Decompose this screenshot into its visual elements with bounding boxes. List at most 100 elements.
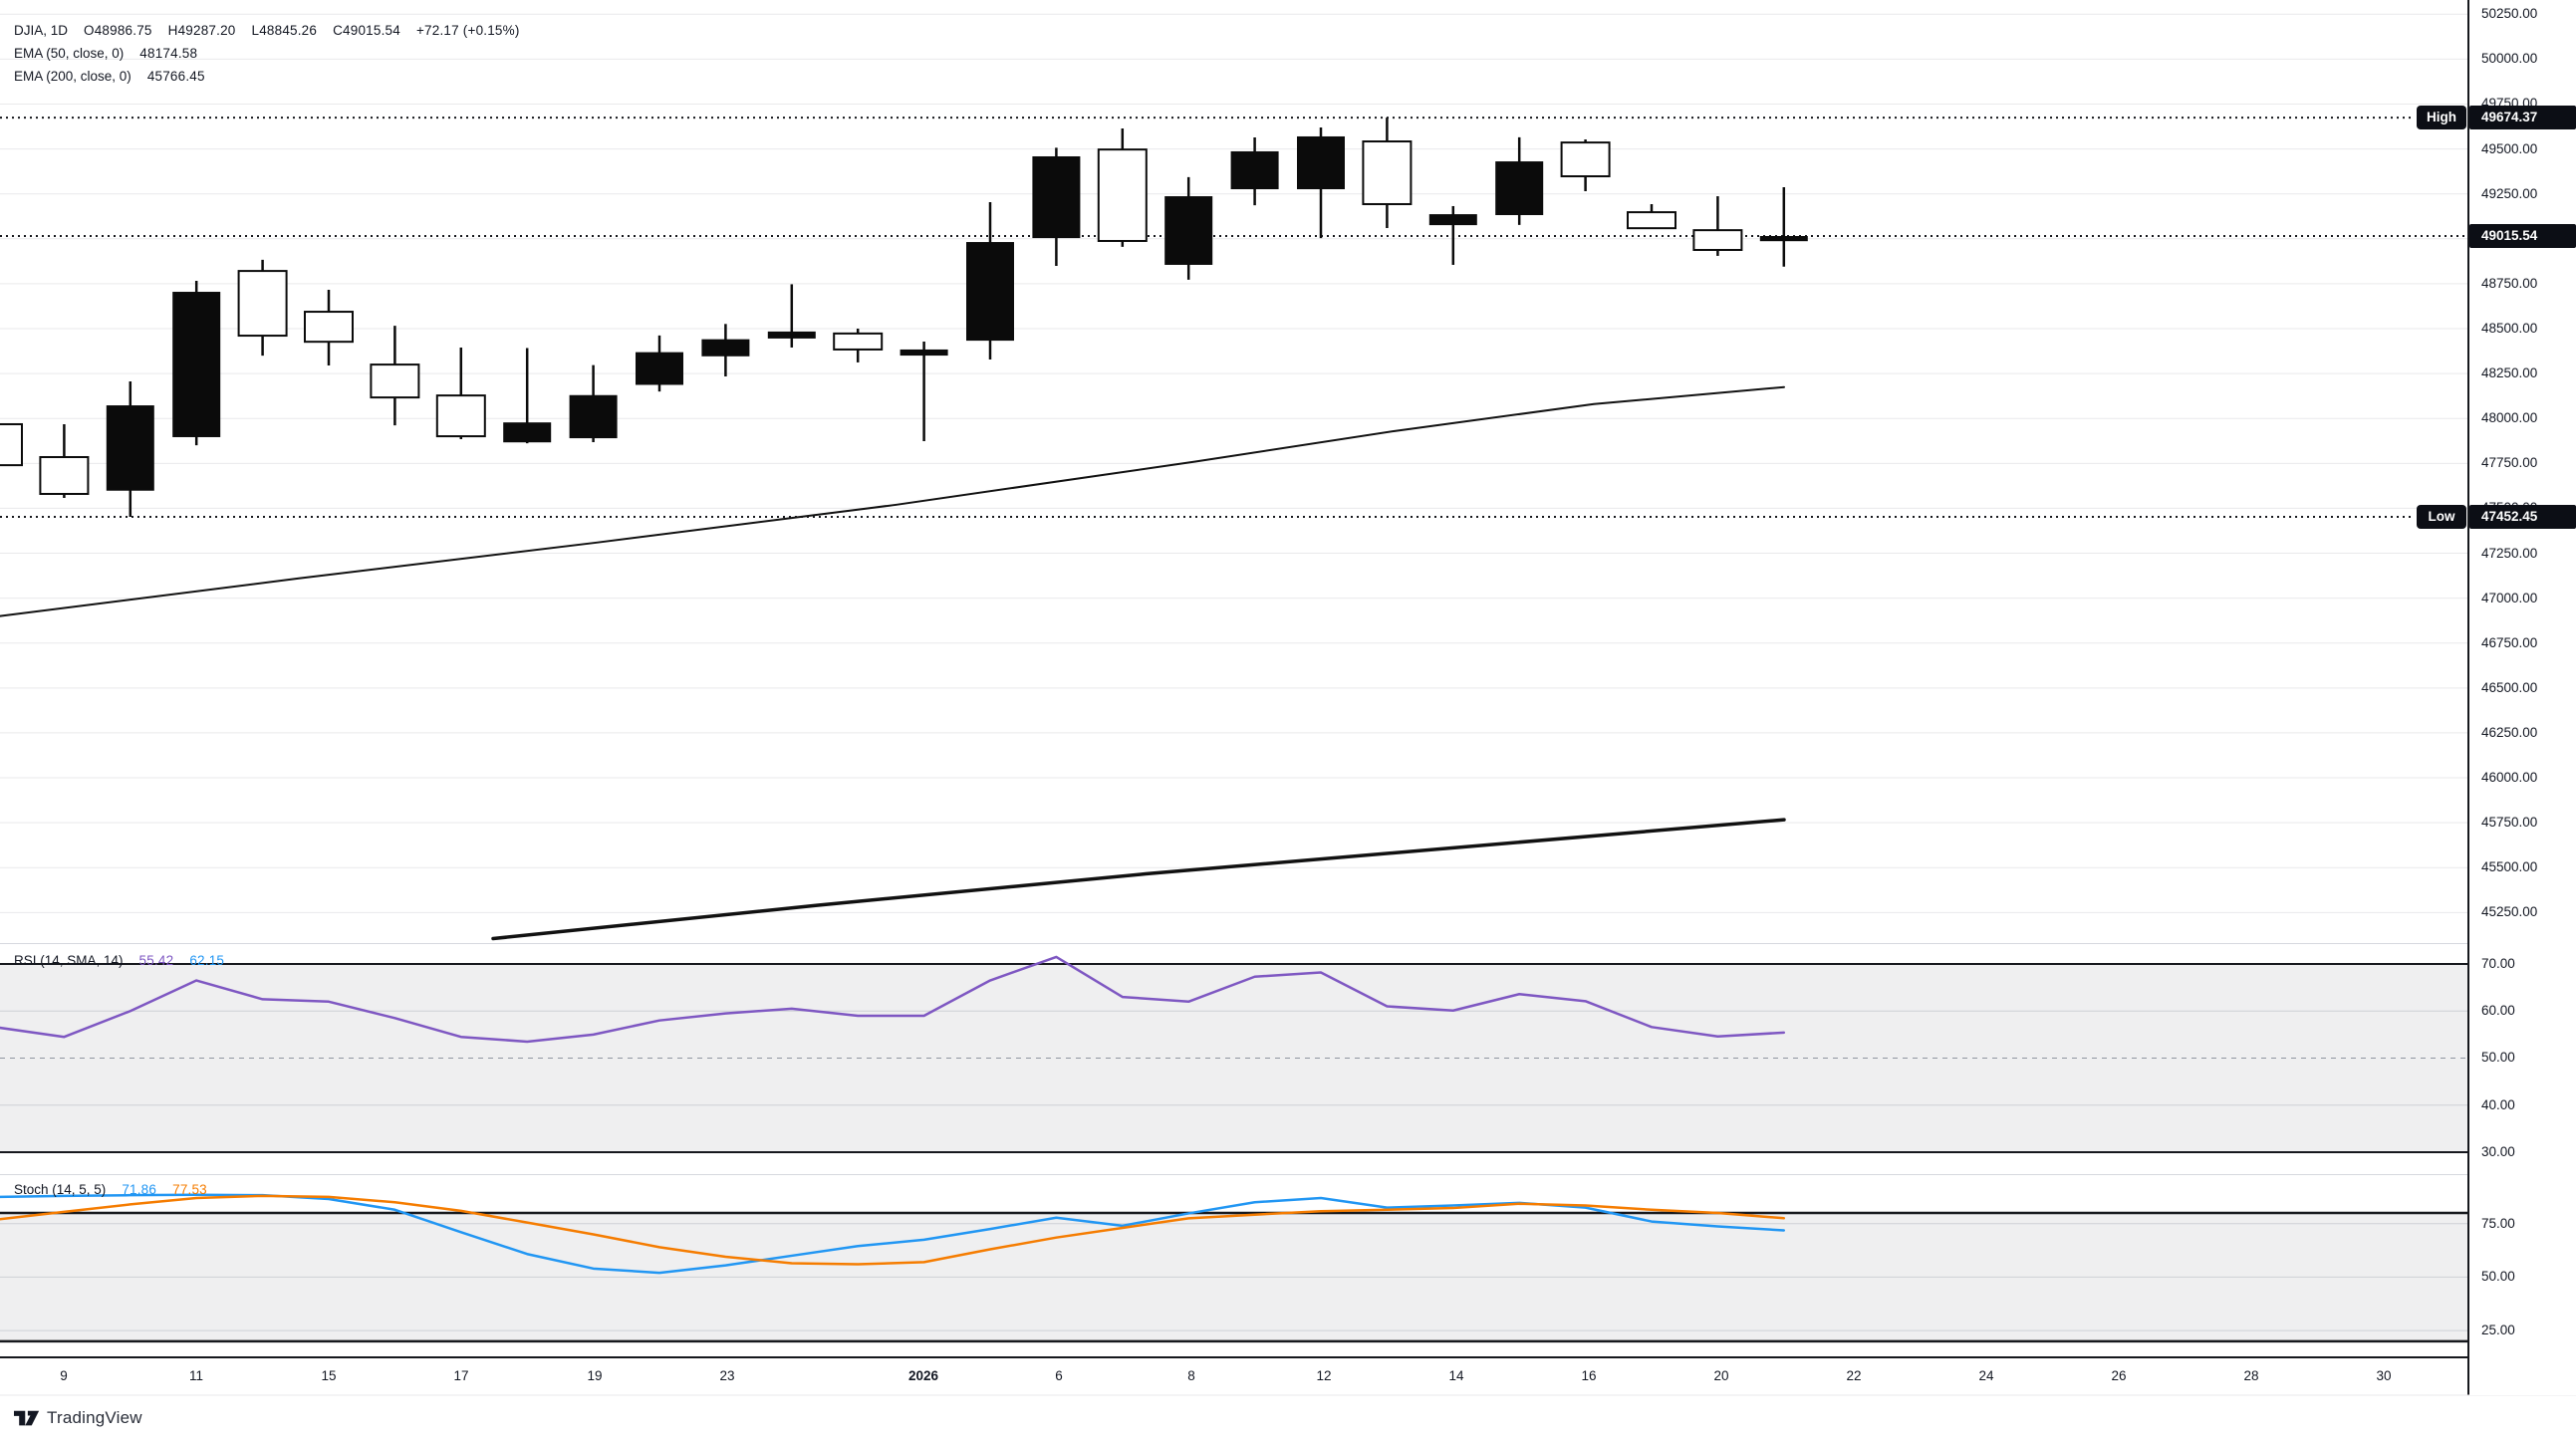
time-tick-label: 30 — [2376, 1368, 2392, 1383]
price-tick-label: 45750.00 — [2481, 815, 2538, 831]
symbol-title[interactable]: DJIA, 1D — [14, 23, 69, 38]
candle-body-up — [1032, 155, 1081, 239]
candle-body-up — [636, 352, 683, 385]
candle-body-down — [237, 270, 288, 338]
rsi-tick-label: 30.00 — [2481, 1143, 2515, 1159]
price-tick-label: 45250.00 — [2481, 904, 2538, 920]
stoch-d-value: 77.53 — [172, 1182, 207, 1197]
time-tick-label: 2026 — [907, 1368, 939, 1383]
stoch-legend-row[interactable]: Stoch (14, 5, 5) 71.86 77.53 — [14, 1182, 207, 1198]
ema200-label[interactable]: EMA (200, close, 0) — [14, 69, 131, 84]
time-axis[interactable]: 9 11 15 17 19 23 2026 6 8 12 14 16 20 22 24 26 28 30 — [0, 1357, 2468, 1395]
candle-body-up — [701, 339, 750, 357]
candle-body-down — [1097, 148, 1148, 242]
price-tick-label: 48750.00 — [2481, 275, 2538, 291]
ohlc-close: C49015.54 — [333, 23, 400, 38]
candle-body-up — [1495, 161, 1544, 215]
candle-body-up — [569, 394, 618, 439]
time-tick-label: 20 — [1713, 1368, 1729, 1383]
price-tick-label: 49250.00 — [2481, 185, 2538, 201]
price-tick-label: 47750.00 — [2481, 455, 2538, 471]
change-value: +72.17 (+0.15%) — [415, 23, 520, 38]
time-tick-label: 22 — [1846, 1368, 1862, 1383]
low-label-badge: Low — [2417, 504, 2466, 529]
time-tick-label: 19 — [587, 1368, 603, 1383]
candle-body-up — [1759, 236, 1808, 242]
price-tick-label: 46750.00 — [2481, 634, 2538, 650]
time-tick-label: 9 — [60, 1368, 68, 1383]
last-price-badge: 49015.54 — [2469, 224, 2576, 248]
stoch-tick-label: 50.00 — [2481, 1269, 2515, 1285]
candle-body-up — [503, 422, 552, 443]
rsi-tick-label: 40.00 — [2481, 1096, 2515, 1112]
price-tick-label: 45500.00 — [2481, 859, 2538, 875]
rsi-tick-label: 70.00 — [2481, 956, 2515, 971]
rsi-legend-row[interactable]: RSI (14, SMA, 14) 55.42 62.15 — [14, 953, 224, 969]
price-tick-label: 47000.00 — [2481, 590, 2538, 605]
price-tick-label: 48500.00 — [2481, 321, 2538, 336]
time-tick-label: 16 — [1581, 1368, 1597, 1383]
time-tick-label: 23 — [719, 1368, 735, 1383]
ema50-line — [0, 385, 1785, 617]
price-tick-label: 46250.00 — [2481, 724, 2538, 740]
ema200-line — [491, 818, 1786, 941]
ema50-value: 48174.58 — [139, 46, 198, 61]
price-tick-label: 50250.00 — [2481, 6, 2538, 22]
candle-body-up — [900, 349, 948, 357]
price-axis[interactable]: 50250.00 50000.00 49750.00 49500.00 49250.00… — [2469, 0, 2576, 1395]
rsi-line — [0, 955, 1786, 1044]
time-tick-label: 28 — [2243, 1368, 2259, 1383]
candle-body-up — [966, 242, 1014, 342]
stoch-d-line — [0, 1194, 1786, 1266]
ema200-legend-row[interactable]: EMA (200, close, 0) 45766.45 — [14, 69, 205, 85]
stoch-label[interactable]: Stoch (14, 5, 5) — [14, 1182, 107, 1197]
rsi-ma-value: 62.15 — [189, 953, 225, 968]
symbol-legend-row[interactable]: DJIA, 1D O48986.75 H49287.20 L48845.26 C… — [14, 23, 520, 39]
stoch-tick-label: 25.00 — [2481, 1322, 2515, 1338]
tradingview-logo[interactable]: TradingView — [14, 1408, 142, 1428]
rsi-tick-label: 50.00 — [2481, 1050, 2515, 1066]
price-tick-label: 46000.00 — [2481, 770, 2538, 786]
price-tick-label: 49500.00 — [2481, 140, 2538, 156]
time-tick-label: 12 — [1316, 1368, 1332, 1383]
time-tick-label: 26 — [2111, 1368, 2127, 1383]
candle-body-down — [1560, 141, 1611, 178]
rsi-value: 55.42 — [138, 953, 174, 968]
candle-body-up — [1230, 150, 1279, 190]
ohlc-open: O48986.75 — [84, 23, 152, 38]
price-tick-label: 46500.00 — [2481, 679, 2538, 695]
ema50-legend-row[interactable]: EMA (50, close, 0) 48174.58 — [14, 46, 197, 62]
candle-body-down — [304, 311, 354, 344]
time-tick-label: 14 — [1448, 1368, 1464, 1383]
candle-body-down — [39, 455, 90, 495]
stoch-k-value: 71.86 — [122, 1182, 157, 1197]
candle-body-up — [767, 331, 816, 339]
time-tick-label: 17 — [453, 1368, 469, 1383]
time-tick-label: 24 — [1978, 1368, 1994, 1383]
time-tick-label: 8 — [1187, 1368, 1195, 1383]
tradingview-logo-text: TradingView — [47, 1408, 142, 1427]
ema50-label[interactable]: EMA (50, close, 0) — [14, 46, 125, 61]
low-value-badge: 47452.45 — [2469, 504, 2576, 529]
high-value-badge: 49674.37 — [2469, 106, 2576, 130]
candle-body-up — [172, 292, 221, 437]
price-tick-label: 50000.00 — [2481, 51, 2538, 67]
candle-body-up — [1297, 135, 1345, 190]
candle-body-up — [1428, 214, 1477, 226]
price-tick-label: 47250.00 — [2481, 545, 2538, 561]
tradingview-logo-icon — [14, 1410, 40, 1425]
price-tick-label: 48250.00 — [2481, 365, 2538, 381]
time-tick-label: 11 — [188, 1368, 203, 1383]
price-tick-label: 48000.00 — [2481, 410, 2538, 426]
ema200-value: 45766.45 — [146, 69, 205, 84]
rsi-tick-label: 60.00 — [2481, 1003, 2515, 1019]
candle-body-down — [1362, 140, 1413, 205]
time-tick-label: 6 — [1055, 1368, 1063, 1383]
candle-body-up — [106, 405, 154, 491]
candle-body-up — [1164, 196, 1213, 265]
rsi-label[interactable]: RSI (14, SMA, 14) — [14, 953, 124, 968]
ohlc-high: H49287.20 — [167, 23, 236, 38]
candle-body-down — [833, 332, 884, 351]
